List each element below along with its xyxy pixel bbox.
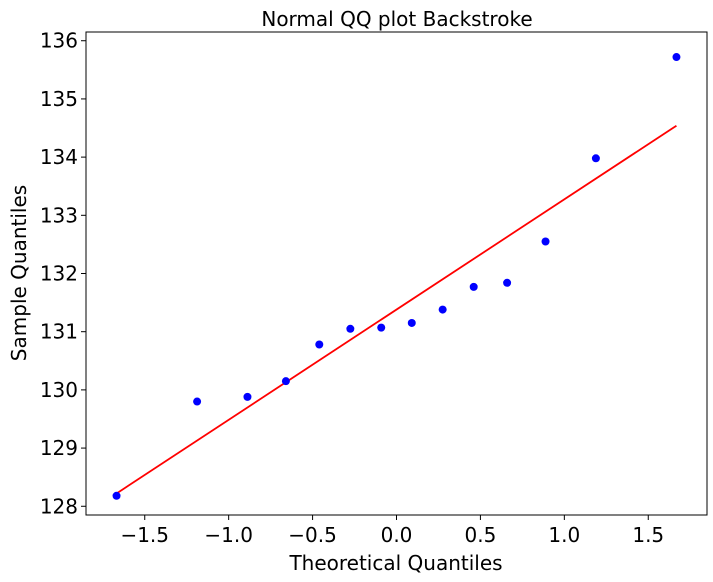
data-point [672,53,681,62]
y-tick-label: 128 [40,494,78,518]
data-point [315,340,324,349]
x-tick-label: 1.0 [548,523,580,547]
y-tick-label: 133 [40,203,78,227]
x-tick-label: −1.5 [120,523,169,547]
y-tick-label: 130 [40,378,78,402]
data-point [541,237,550,246]
fit-line [116,124,677,495]
y-tick-label: 136 [40,29,78,53]
x-axis-label: Theoretical Quantiles [288,551,502,575]
data-point [112,491,121,500]
data-point [281,377,290,386]
y-tick-label: 134 [40,145,78,169]
data-point [591,154,600,163]
x-tick-label: 1.5 [632,523,664,547]
data-point [438,305,447,314]
y-tick-label: 135 [40,87,78,111]
y-tick-label: 132 [40,262,78,286]
chart-title: Normal QQ plot Backstroke [261,7,532,31]
data-point [243,392,252,401]
data-point [503,278,512,287]
x-tick-label: 0.5 [465,523,497,547]
x-tick-label: −1.0 [204,523,253,547]
x-tick-label: −0.5 [288,523,337,547]
data-point [193,397,202,406]
data-point [346,324,355,333]
data-point [377,323,386,332]
x-tick-label: 0.0 [381,523,413,547]
y-axis-label: Sample Quantiles [7,185,31,361]
data-point [469,282,478,291]
plot-area: −1.5 −1.0 −0.5 0.0 0.5 1.0 1.5 128 129 130 131 132 1… [40,29,708,547]
y-tick-label: 131 [40,320,78,344]
data-point [407,318,416,327]
y-tick-label: 129 [40,436,78,460]
